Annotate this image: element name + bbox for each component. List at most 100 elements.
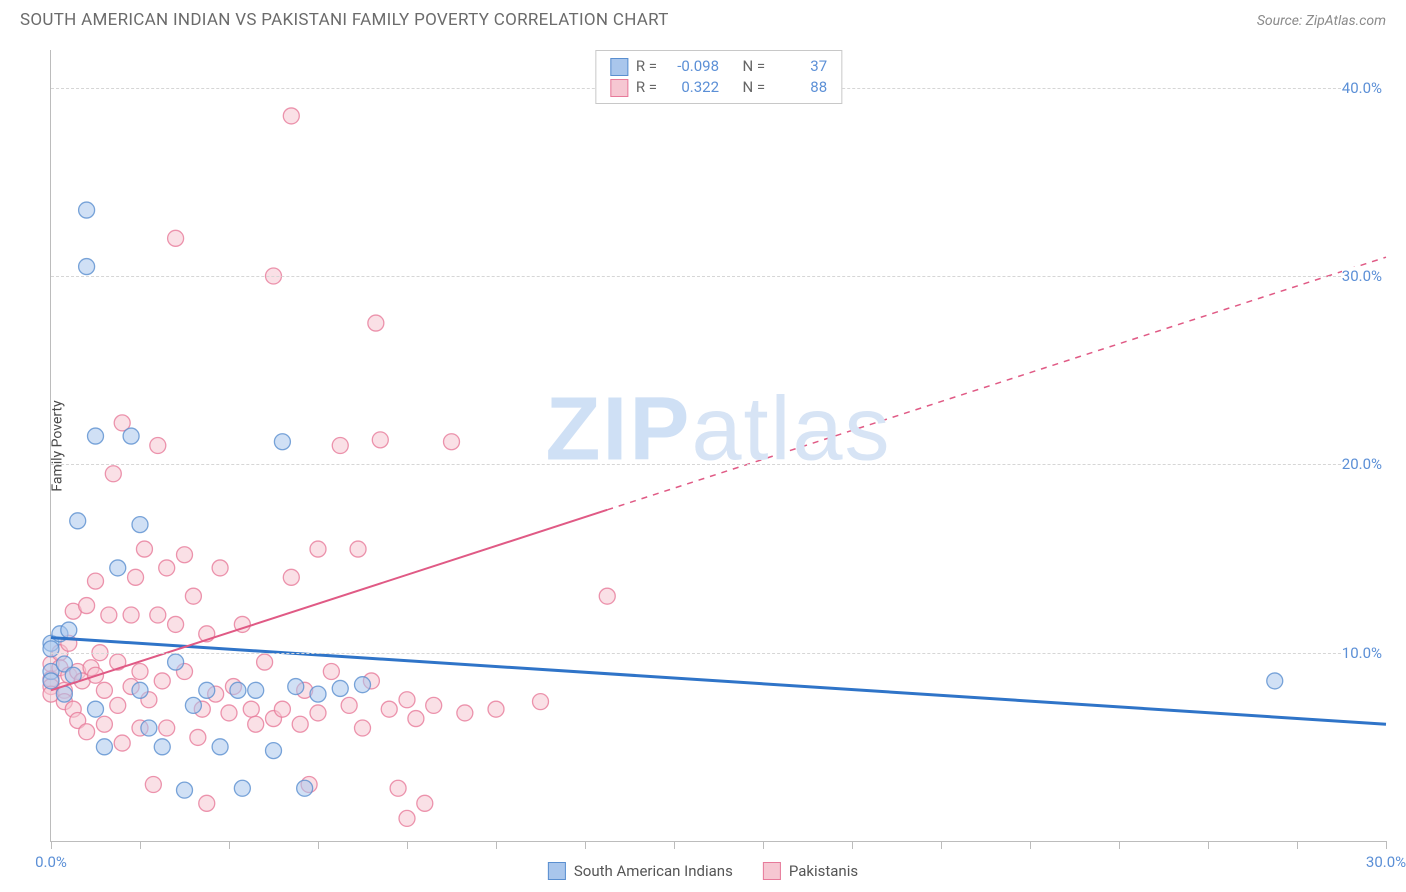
data-point — [297, 780, 313, 796]
data-point — [132, 664, 148, 680]
data-point — [154, 673, 170, 689]
data-point — [399, 692, 415, 708]
data-point — [417, 795, 433, 811]
y-tick-label: 20.0% — [1342, 455, 1388, 473]
data-point — [444, 434, 460, 450]
data-point — [70, 513, 86, 529]
data-point — [288, 679, 304, 695]
legend-label: South American Indians — [574, 862, 733, 880]
data-point — [212, 560, 228, 576]
data-point — [248, 716, 264, 732]
data-point — [243, 701, 259, 717]
data-point — [168, 654, 184, 670]
data-point — [79, 724, 95, 740]
data-point — [266, 743, 282, 759]
correlation-row-blue: R = -0.098 N = 37 — [610, 56, 827, 77]
data-point — [79, 598, 95, 614]
trend-line-pink-dashed — [607, 257, 1386, 510]
data-point — [88, 573, 104, 589]
data-point — [132, 517, 148, 533]
data-point — [292, 716, 308, 732]
scatter-plot-svg — [51, 50, 1386, 841]
data-point — [79, 202, 95, 218]
data-point — [599, 588, 615, 604]
data-point — [310, 686, 326, 702]
data-point — [150, 438, 166, 454]
y-tick-label: 10.0% — [1342, 644, 1388, 662]
data-point — [323, 664, 339, 680]
data-point — [274, 701, 290, 717]
data-point — [199, 682, 215, 698]
data-point — [96, 682, 112, 698]
chart-title: SOUTH AMERICAN INDIAN VS PAKISTANI FAMIL… — [20, 10, 669, 30]
data-point — [234, 780, 250, 796]
data-point — [185, 588, 201, 604]
data-point — [257, 654, 273, 670]
data-point — [177, 547, 193, 563]
y-tick-label: 40.0% — [1342, 79, 1388, 97]
data-point — [381, 701, 397, 717]
data-point — [141, 720, 157, 736]
data-point — [426, 697, 442, 713]
data-point — [350, 541, 366, 557]
data-point — [310, 705, 326, 721]
data-point — [533, 694, 549, 710]
data-point — [457, 705, 473, 721]
swatch-blue — [610, 58, 628, 76]
legend-label: Pakistanis — [789, 862, 858, 880]
data-point — [230, 682, 246, 698]
data-point — [199, 795, 215, 811]
data-point — [408, 711, 424, 727]
data-point — [123, 607, 139, 623]
data-point — [488, 701, 504, 717]
chart-plot-area: ZIPatlas R = -0.098 N = 37 R = 0.322 N =… — [50, 50, 1386, 842]
data-point — [372, 432, 388, 448]
data-point — [110, 560, 126, 576]
data-point — [159, 560, 175, 576]
data-point — [332, 438, 348, 454]
source-attribution: Source: ZipAtlas.com — [1257, 13, 1386, 29]
y-tick-label: 30.0% — [1342, 267, 1388, 285]
data-point — [283, 569, 299, 585]
data-point — [1267, 673, 1283, 689]
data-point — [43, 673, 59, 689]
data-point — [114, 735, 130, 751]
data-point — [101, 607, 117, 623]
swatch-blue — [548, 862, 566, 880]
data-point — [274, 434, 290, 450]
data-point — [248, 682, 264, 698]
x-tick-label: 0.0% — [35, 853, 67, 871]
data-point — [145, 777, 161, 793]
data-point — [88, 428, 104, 444]
data-point — [390, 780, 406, 796]
data-point — [368, 315, 384, 331]
data-point — [132, 682, 148, 698]
data-point — [159, 720, 175, 736]
correlation-summary-box: R = -0.098 N = 37 R = 0.322 N = 88 — [595, 50, 842, 104]
data-point — [150, 607, 166, 623]
data-point — [310, 541, 326, 557]
data-point — [212, 739, 228, 755]
data-point — [399, 810, 415, 826]
data-point — [105, 466, 121, 482]
data-point — [96, 716, 112, 732]
data-point — [332, 680, 348, 696]
data-point — [177, 782, 193, 798]
legend-item-blue: South American Indians — [548, 862, 733, 880]
data-point — [185, 697, 201, 713]
data-point — [136, 541, 152, 557]
swatch-pink — [610, 79, 628, 97]
legend-item-pink: Pakistanis — [763, 862, 858, 880]
data-point — [110, 697, 126, 713]
data-point — [96, 739, 112, 755]
data-point — [221, 705, 237, 721]
chart-legend: South American Indians Pakistanis — [540, 862, 866, 880]
data-point — [88, 701, 104, 717]
data-point — [128, 569, 144, 585]
data-point — [168, 230, 184, 246]
data-point — [123, 428, 139, 444]
x-tick-label: 30.0% — [1366, 853, 1406, 871]
data-point — [168, 616, 184, 632]
data-point — [43, 641, 59, 657]
data-point — [61, 622, 77, 638]
